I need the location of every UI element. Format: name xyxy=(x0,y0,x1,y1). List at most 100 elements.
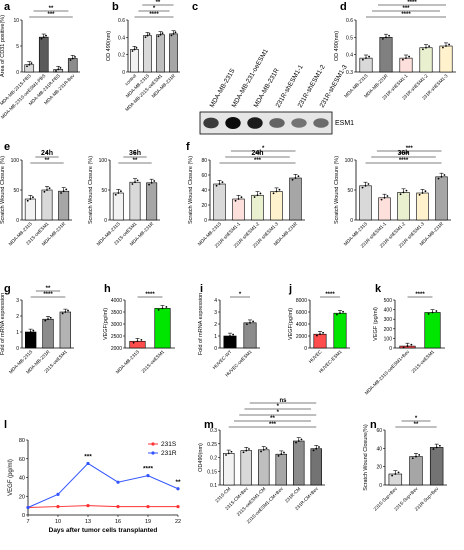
i-data-point xyxy=(226,336,228,339)
e36-sig-label: * xyxy=(134,152,137,158)
k-y-tick-label: 500 xyxy=(384,298,393,304)
m-sig-label: ns xyxy=(279,398,287,404)
m-data-point xyxy=(283,451,285,454)
m-bar xyxy=(258,449,270,486)
l-data-point-231R xyxy=(86,461,90,466)
f36-y-tick-label: 100 xyxy=(345,158,354,164)
b-data-point xyxy=(170,34,173,37)
i-data-point xyxy=(246,323,248,326)
h-data-point xyxy=(165,306,168,308)
f36-data-point xyxy=(418,193,421,196)
m-bar xyxy=(240,450,252,486)
l-y-tick-label: 80 xyxy=(19,438,25,444)
j-y-tick-label: 6000 xyxy=(296,310,307,316)
a-data-point xyxy=(28,63,31,66)
l-data-point-231R xyxy=(26,505,30,510)
d-data-point xyxy=(422,48,424,51)
n-data-point xyxy=(411,457,414,460)
k-y-tick-label: 0 xyxy=(389,346,392,352)
m-data-point xyxy=(225,454,227,456)
b-y-axis-label: OD 490(nm) xyxy=(106,31,112,61)
i-data-point xyxy=(229,335,231,337)
m-bar xyxy=(223,453,235,486)
l-data-point-231S xyxy=(176,504,180,509)
b-data-point xyxy=(157,35,160,38)
m-y-tick-label: 0.1 xyxy=(210,483,217,489)
h-bar xyxy=(129,340,146,349)
f36-y-tick-label: 0 xyxy=(350,218,353,224)
k-data-point xyxy=(410,343,413,346)
d-bar xyxy=(419,47,433,73)
e24-data-point xyxy=(62,190,65,193)
d-data-point xyxy=(445,45,447,47)
h-data-point xyxy=(140,338,143,341)
f24-data-point xyxy=(294,177,297,179)
f36-data-point xyxy=(399,193,402,196)
d-y-tick-label: 0.5 xyxy=(346,35,353,41)
f24-y-tick-label: 0 xyxy=(204,218,207,224)
f36-bar xyxy=(416,192,429,221)
e24-data-point xyxy=(32,196,34,199)
f36-bar xyxy=(435,176,448,221)
h-y-tick-label: 4000 xyxy=(111,298,122,304)
f36-data-point xyxy=(383,196,386,199)
e24-data-point xyxy=(48,187,51,190)
k-y-tick-label: 100 xyxy=(384,336,393,342)
n-sig-label: ** xyxy=(414,422,419,428)
d-bar xyxy=(379,37,393,73)
b-y-tick-label: 0 xyxy=(122,70,125,76)
h-data-point xyxy=(136,340,139,343)
e24-y-tick-label: 50 xyxy=(13,188,19,194)
f24-data-point xyxy=(297,175,300,178)
i-data-point xyxy=(252,320,255,323)
h-data-point xyxy=(157,308,160,311)
e24-chart-title: 24h xyxy=(41,150,53,157)
m-data-point xyxy=(265,447,268,450)
l-sig-label: **** xyxy=(143,466,154,473)
h-data-point xyxy=(132,341,135,344)
e36-y-tick-label: 0 xyxy=(104,218,107,224)
l-y-tick-label: 20 xyxy=(19,494,25,500)
j-data-point xyxy=(319,333,321,336)
a-data-point xyxy=(26,65,28,68)
l-legend-label: 231S xyxy=(161,441,177,448)
i-y-tick-label: 3 xyxy=(214,310,217,316)
m-bar xyxy=(310,448,322,486)
g-sig-label: **** xyxy=(43,292,53,298)
g-sig-label: ** xyxy=(46,286,51,292)
b-sig-label: * xyxy=(153,6,156,12)
m-data-point xyxy=(312,449,315,452)
a-bar xyxy=(67,58,78,73)
k-data-point xyxy=(427,313,430,315)
j-data-point xyxy=(342,310,344,313)
c-blot-band xyxy=(269,118,285,128)
f24-bar xyxy=(213,183,226,221)
l-legend-label: 231R xyxy=(161,450,177,457)
d-data-point xyxy=(428,45,430,48)
j-x-tick-label: HUVEC xyxy=(308,349,323,364)
m-data-point xyxy=(318,446,320,448)
d-data-point xyxy=(385,36,387,39)
i-y-tick-label: 2 xyxy=(214,322,217,328)
e36-bar xyxy=(112,192,124,221)
j-bar xyxy=(333,312,347,349)
d-y-axis-label: OD 490(nm) xyxy=(334,31,340,61)
e36-data-point xyxy=(134,181,136,184)
panel-letter-b: b xyxy=(112,1,119,13)
m-sig-label: *** xyxy=(269,422,277,428)
n-data-point xyxy=(394,473,397,475)
m-bar xyxy=(293,440,305,486)
panel-letter-c: c xyxy=(192,1,198,13)
b-bar xyxy=(143,35,152,73)
e36-sig-label: ** xyxy=(133,158,138,164)
k-bar xyxy=(424,312,441,349)
f24-bar xyxy=(270,191,283,221)
k-y-tick-label: 400 xyxy=(384,308,393,314)
g-y-axis-label: Fold of mRNA expression xyxy=(0,293,6,355)
b-y-tick-label: 0.6 xyxy=(118,18,125,24)
f24-y-tick-label: 80 xyxy=(201,158,207,164)
h-y-tick-label: 3500 xyxy=(111,310,122,316)
l-x-tick-label: 22 xyxy=(175,519,181,525)
l-series-line-231R xyxy=(27,462,179,508)
c-lane-label: MDA-MB-231-oeESM1 xyxy=(231,48,270,109)
